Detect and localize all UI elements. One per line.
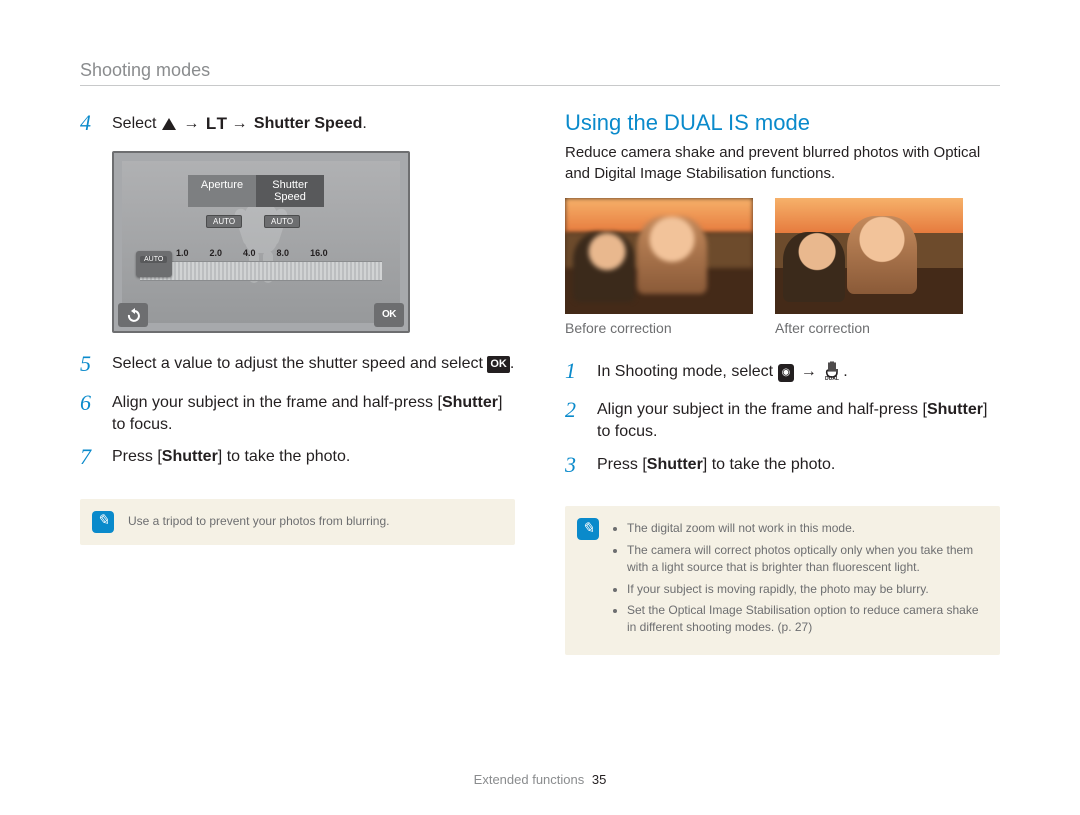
scale-tick: 16.0 (310, 248, 328, 258)
step-6a: Align your subject in the frame and half… (112, 394, 442, 411)
tab-shutter-speed[interactable]: Shutter Speed (256, 175, 324, 207)
auto-badge: AUTO (264, 215, 300, 228)
breadcrumb: Shooting modes (80, 60, 1000, 81)
step-7c: ] to take the photo. (218, 448, 351, 465)
step-number: 3 (565, 450, 583, 481)
content-columns: 4 Select → L T → Shutter Speed. (80, 110, 1000, 655)
step-2-body: Align your subject in the frame and half… (597, 397, 1000, 444)
arrow-icon: → (181, 115, 201, 132)
footer-page-number: 35 (592, 772, 606, 787)
step-5-body: Select a value to adjust the shutter spe… (112, 351, 514, 382)
step-3b: Shutter (647, 456, 703, 473)
step-7a: Press [ (112, 448, 162, 465)
note-box: ✎ Use a tripod to prevent your photos fr… (80, 499, 515, 544)
step-3: 3 Press [Shutter] to take the photo. (565, 452, 1000, 483)
lcd-screen: Aperture Shutter Speed AUTO AUTO 1.0 2.0… (112, 151, 410, 333)
slider-scale: 1.0 2.0 4.0 8.0 16.0 (176, 248, 382, 258)
step-6-body: Align your subject in the frame and half… (112, 390, 515, 437)
back-button[interactable] (118, 303, 148, 327)
manual-page: Shooting modes 4 Select → L T → Shutter … (0, 0, 1080, 815)
back-icon (125, 308, 141, 322)
tab-aperture[interactable]: Aperture (188, 175, 256, 207)
step-6b: Shutter (442, 394, 498, 411)
step-4-prefix: Select (112, 115, 156, 132)
step-3c: ] to take the photo. (703, 456, 836, 473)
lcd-tabs: Aperture Shutter Speed (188, 175, 324, 207)
page-footer: Extended functions 35 (0, 772, 1080, 787)
footer-section: Extended functions (474, 772, 585, 787)
step-1: 1 In Shooting mode, select ◉ → DUAL . (565, 358, 1000, 389)
svg-text:DUAL: DUAL (825, 376, 839, 380)
camera-icon: ◉ (778, 364, 795, 382)
step-number: 4 (80, 108, 98, 139)
step-number: 5 (80, 349, 98, 380)
arrow-icon: → (229, 115, 249, 132)
step-1-prefix: In Shooting mode, select (597, 363, 778, 380)
step-number: 7 (80, 442, 98, 473)
step-1-body: In Shooting mode, select ◉ → DUAL . (597, 358, 848, 389)
step-1-suffix: . (843, 363, 847, 380)
scale-tick: 8.0 (277, 248, 290, 258)
left-column: 4 Select → L T → Shutter Speed. (80, 110, 515, 655)
step-7-body: Press [Shutter] to take the photo. (112, 444, 350, 475)
up-triangle-icon (161, 116, 177, 138)
scale-tick: 1.0 (176, 248, 189, 258)
ok-button[interactable]: OK (374, 303, 404, 327)
step-4-body: Select → L T → Shutter Speed. (112, 110, 367, 141)
slider-track[interactable] (140, 261, 382, 281)
step-7: 7 Press [Shutter] to take the photo. (80, 444, 515, 475)
step-7b: Shutter (162, 448, 218, 465)
photo-before (565, 198, 753, 314)
step-5: 5 Select a value to adjust the shutter s… (80, 351, 515, 382)
step-number: 6 (80, 388, 98, 435)
note-icon: ✎ (577, 518, 599, 540)
lt-icon: L T (206, 112, 225, 136)
step-6: 6 Align your subject in the frame and ha… (80, 390, 515, 437)
ok-icon: OK (487, 356, 510, 373)
note-item: Set the Optical Image Stabilisation opti… (627, 602, 984, 637)
caption-before: Before correction (565, 320, 753, 336)
note-item: If your subject is moving rapidly, the p… (627, 581, 984, 598)
auto-badge: AUTO (206, 215, 242, 228)
lcd-inner: Aperture Shutter Speed AUTO AUTO 1.0 2.0… (122, 161, 400, 323)
note-icon: ✎ (92, 511, 114, 533)
photo-after (775, 198, 963, 314)
caption-after: After correction (775, 320, 963, 336)
header-rule (80, 85, 1000, 86)
scale-tick: 4.0 (243, 248, 256, 258)
note-box: ✎ The digital zoom will not work in this… (565, 506, 1000, 654)
section-heading: Using the DUAL IS mode (565, 110, 1000, 136)
step-4-suffix: Shutter Speed (254, 115, 362, 132)
step-5-text: Select a value to adjust the shutter spe… (112, 355, 487, 372)
step-3a: Press [ (597, 456, 647, 473)
slider-handle[interactable] (136, 251, 172, 277)
step-4: 4 Select → L T → Shutter Speed. (80, 110, 515, 141)
note-item: The digital zoom will not work in this m… (627, 520, 984, 537)
dual-is-icon: DUAL (823, 360, 843, 387)
arrow-icon: → (799, 363, 819, 380)
step-number: 2 (565, 395, 583, 442)
note-item: The camera will correct photos optically… (627, 542, 984, 577)
scale-tick: 2.0 (210, 248, 223, 258)
photo-captions: Before correction After correction (565, 320, 1000, 336)
step-3-body: Press [Shutter] to take the photo. (597, 452, 835, 483)
note-text: Use a tripod to prevent your photos from… (128, 514, 389, 528)
step-2: 2 Align your subject in the frame and ha… (565, 397, 1000, 444)
example-photos (565, 198, 1000, 314)
note-list: The digital zoom will not work in this m… (613, 520, 984, 636)
step-2a: Align your subject in the frame and half… (597, 401, 927, 418)
auto-badge: AUTO (140, 256, 167, 263)
step-number: 1 (565, 356, 583, 387)
section-intro: Reduce camera shake and prevent blurred … (565, 142, 1000, 184)
step-2b: Shutter (927, 401, 983, 418)
right-column: Using the DUAL IS mode Reduce camera sha… (565, 110, 1000, 655)
